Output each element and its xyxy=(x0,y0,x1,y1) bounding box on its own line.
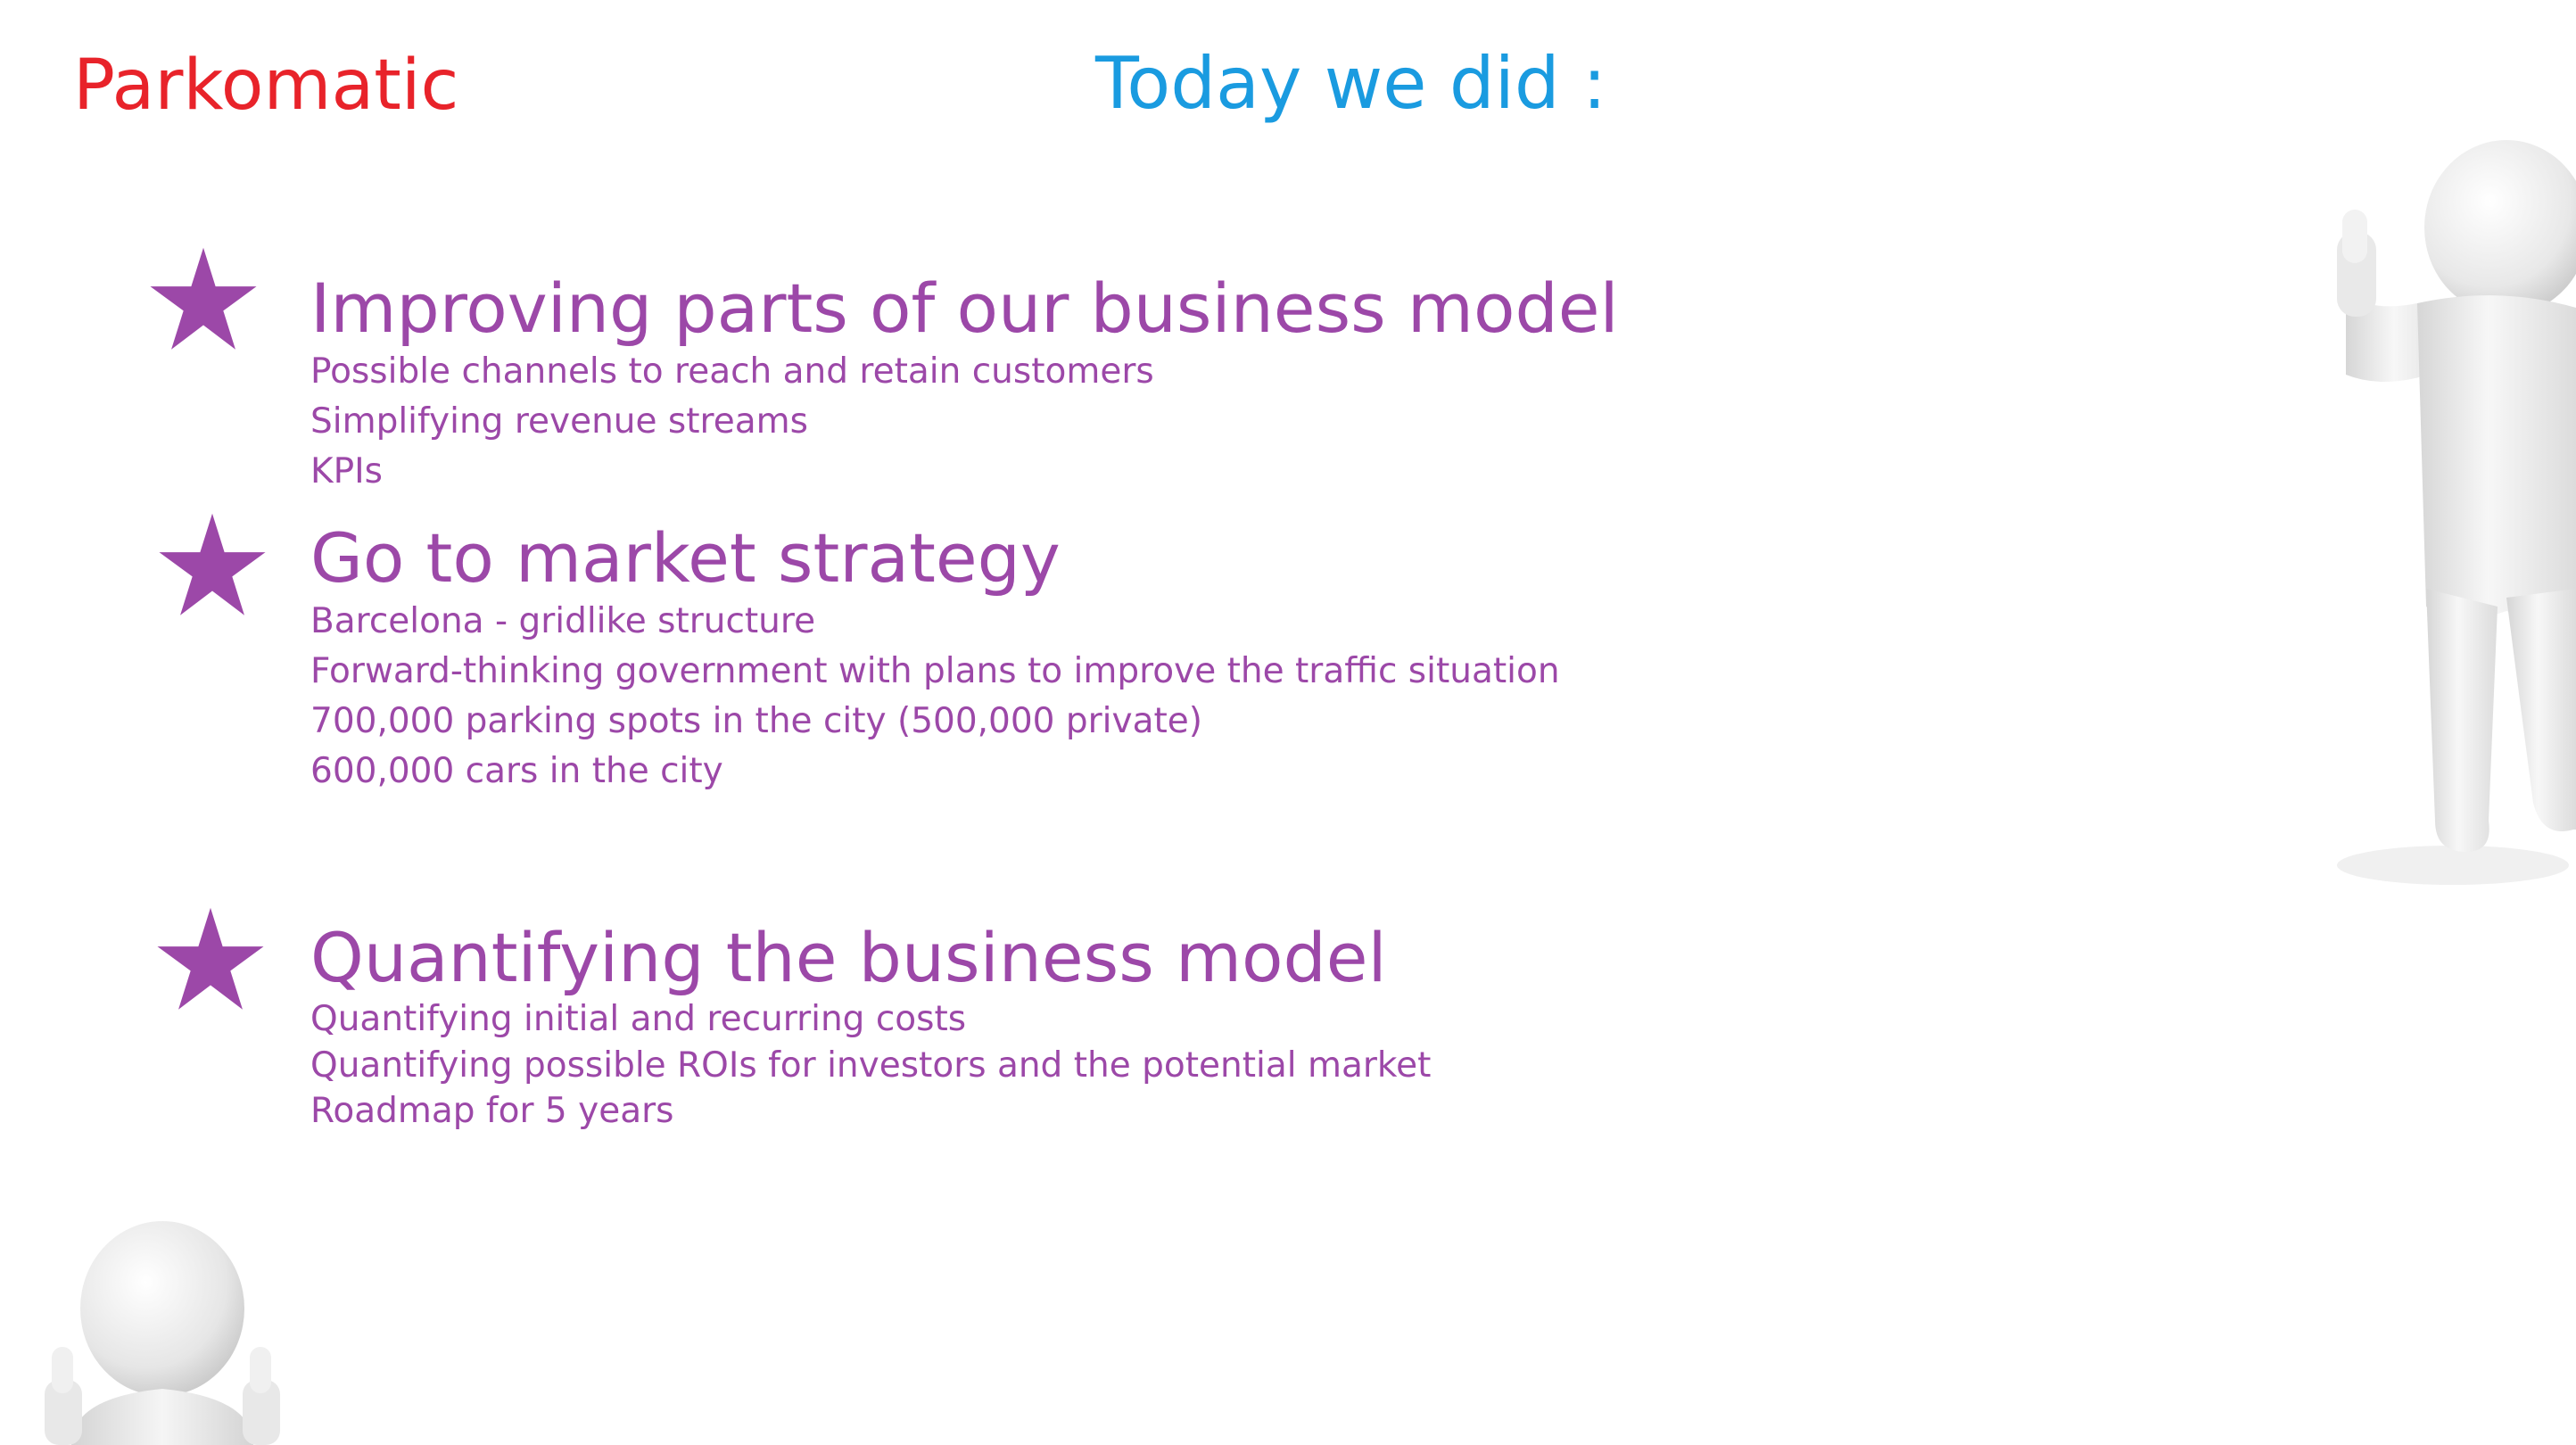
section-list: Quantifying initial and recurring costs … xyxy=(310,996,1431,1135)
star-icon xyxy=(150,247,257,350)
list-item: 700,000 parking spots in the city (500,0… xyxy=(310,701,1202,742)
section-heading: Improving parts of our business model xyxy=(310,268,1619,348)
section-heading: Go to market strategy xyxy=(310,518,1061,598)
slide-title: Today we did : xyxy=(1095,42,1607,125)
thumbs-up-figure-icon xyxy=(2337,140,2576,885)
brand-name: Parkomatic xyxy=(73,45,459,126)
list-item: Barcelona - gridlike structure xyxy=(310,601,816,642)
list-item: Possible channels to reach and retain cu… xyxy=(310,351,1154,392)
list-item: Forward-thinking government with plans t… xyxy=(310,651,1560,692)
section-go-to-market: Go to market strategy Barcelona - gridli… xyxy=(310,519,1560,797)
list-item: Quantifying initial and recurring costs xyxy=(310,999,967,1040)
list-item: Simplifying revenue streams xyxy=(310,401,808,442)
list-item: 600,000 cars in the city xyxy=(310,751,723,792)
double-thumbs-up-figure-icon xyxy=(45,1221,280,1445)
list-item: Quantifying possible ROIs for investors … xyxy=(310,1045,1432,1086)
list-item: Roadmap for 5 years xyxy=(310,1091,674,1132)
section-list: Possible channels to reach and retain cu… xyxy=(310,347,1619,497)
star-icon xyxy=(157,907,264,1010)
list-item: KPIs xyxy=(310,451,383,492)
star-icon xyxy=(159,513,266,615)
section-list: Barcelona - gridlike structure Forward-t… xyxy=(310,597,1560,797)
section-business-model: Improving parts of our business model Po… xyxy=(310,269,1619,497)
section-heading: Quantifying the business model xyxy=(310,918,1387,997)
section-quantifying: Quantifying the business model Quantifyi… xyxy=(310,919,1431,1135)
